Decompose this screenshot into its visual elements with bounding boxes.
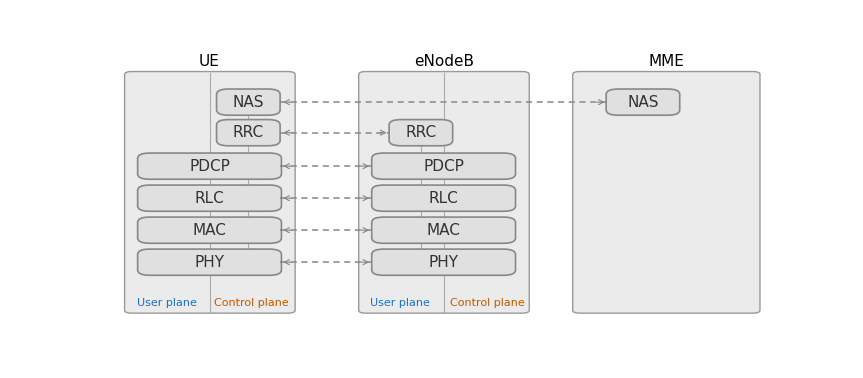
Text: UE: UE (199, 54, 220, 69)
Text: Control plane: Control plane (214, 298, 289, 308)
FancyBboxPatch shape (606, 89, 680, 115)
Text: RLC: RLC (195, 191, 224, 206)
Text: MAC: MAC (426, 223, 461, 238)
Text: Control plane: Control plane (450, 298, 525, 308)
Text: User plane: User plane (137, 298, 197, 308)
FancyBboxPatch shape (372, 185, 515, 211)
FancyBboxPatch shape (389, 119, 453, 146)
FancyBboxPatch shape (137, 249, 281, 275)
FancyBboxPatch shape (372, 153, 515, 179)
FancyBboxPatch shape (124, 71, 295, 313)
FancyBboxPatch shape (359, 71, 529, 313)
Text: NAS: NAS (232, 94, 264, 110)
FancyBboxPatch shape (137, 153, 281, 179)
Text: RRC: RRC (233, 125, 264, 140)
Text: PHY: PHY (429, 255, 458, 270)
FancyBboxPatch shape (137, 217, 281, 243)
FancyBboxPatch shape (137, 185, 281, 211)
Text: User plane: User plane (370, 298, 430, 308)
FancyBboxPatch shape (217, 119, 280, 146)
FancyBboxPatch shape (217, 89, 280, 115)
Text: NAS: NAS (627, 94, 658, 110)
Text: RRC: RRC (406, 125, 437, 140)
FancyBboxPatch shape (372, 249, 515, 275)
Text: RLC: RLC (429, 191, 458, 206)
Text: eNodeB: eNodeB (413, 54, 474, 69)
Text: PHY: PHY (194, 255, 224, 270)
FancyBboxPatch shape (372, 217, 515, 243)
Text: MAC: MAC (192, 223, 226, 238)
Text: MME: MME (648, 54, 684, 69)
Text: PDCP: PDCP (189, 159, 230, 174)
Text: PDCP: PDCP (423, 159, 464, 174)
FancyBboxPatch shape (573, 71, 760, 313)
